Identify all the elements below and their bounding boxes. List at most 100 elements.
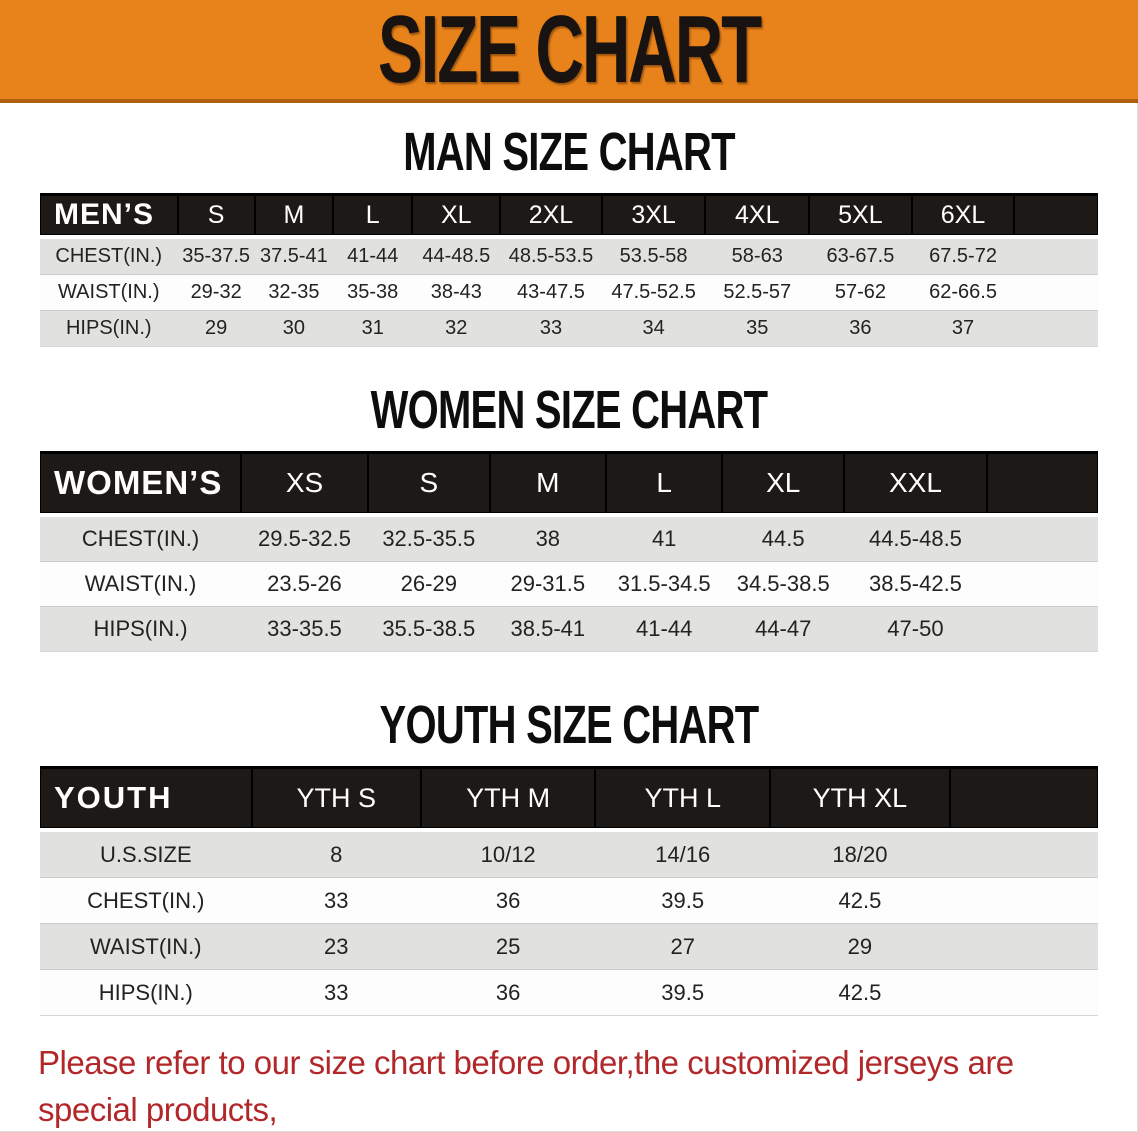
womens-table-header-row: WOMEN’S XS S M L XL XXL <box>40 451 1098 517</box>
size-chart-banner: SIZE CHART <box>0 0 1138 103</box>
youth-chest-row: CHEST(IN.) 33 36 39.5 42.5 <box>40 877 1098 924</box>
spacer-cell <box>949 969 1098 1016</box>
size-column-header: XL <box>722 451 845 517</box>
row-label: HIPS(IN.) <box>40 606 242 652</box>
youth-waist-row: WAIST(IN.) 23 25 27 29 <box>40 923 1098 970</box>
size-value: 31 <box>333 310 413 347</box>
size-value: 38.5-42.5 <box>844 561 987 607</box>
mens-waist-row: WAIST(IN.) 29-32 32-35 35-38 38-43 43-47… <box>40 274 1098 311</box>
mens-hips-row: HIPS(IN.) 29 30 31 32 33 34 35 36 37 <box>40 310 1098 347</box>
mens-size-table: MEN’S S M L XL 2XL 3XL 4XL 5XL 6XL CHEST… <box>40 193 1098 347</box>
size-value: 10/12 <box>420 829 596 878</box>
mens-table-corner-label: MEN’S <box>40 193 178 239</box>
size-value: 43-47.5 <box>500 274 602 311</box>
size-value: 35.5-38.5 <box>367 606 490 652</box>
row-label: HIPS(IN.) <box>40 310 178 347</box>
size-value: 38 <box>489 514 606 562</box>
size-column-header: M <box>254 193 334 239</box>
size-value: 44-47 <box>722 606 845 652</box>
size-value: 37 <box>911 310 1015 347</box>
women-size-chart-heading: WOMEN SIZE CHART <box>0 383 1138 437</box>
row-label: CHEST(IN.) <box>40 514 242 562</box>
spacer-cell <box>1014 274 1098 311</box>
size-column-header: YTH XL <box>769 766 950 832</box>
youth-size-chart-heading-text: YOUTH SIZE CHART <box>379 695 760 755</box>
size-value: 57-62 <box>809 274 912 311</box>
size-column-header: YTH L <box>595 766 770 832</box>
size-value: 14/16 <box>595 829 770 878</box>
size-value: 32 <box>412 310 501 347</box>
womens-table-corner-label: WOMEN’S <box>40 451 242 517</box>
size-value: 29-31.5 <box>489 561 606 607</box>
spacer-header-cell <box>1014 193 1098 239</box>
youth-size-table: YOUTH YTH S YTH M YTH L YTH XL U.S.SIZE … <box>40 766 1098 1016</box>
size-value: 52.5-57 <box>705 274 810 311</box>
size-value: 36 <box>809 310 912 347</box>
size-column-header: XXL <box>844 451 987 517</box>
size-value: 29.5-32.5 <box>241 514 368 562</box>
size-chart-banner-title: SIZE CHART <box>377 0 762 103</box>
size-value: 41-44 <box>606 606 723 652</box>
youth-size-chart-heading: YOUTH SIZE CHART <box>0 698 1138 752</box>
size-value: 42.5 <box>769 969 950 1016</box>
spacer-cell <box>986 561 1098 607</box>
size-column-header: 6XL <box>911 193 1015 239</box>
size-value: 31.5-34.5 <box>606 561 723 607</box>
size-value: 39.5 <box>595 969 770 1016</box>
size-value: 38.5-41 <box>489 606 606 652</box>
size-value: 29-32 <box>177 274 255 311</box>
size-value: 32.5-35.5 <box>367 514 490 562</box>
size-value: 33 <box>251 969 421 1016</box>
size-value: 30 <box>254 310 334 347</box>
size-column-header: S <box>177 193 255 239</box>
size-value: 36 <box>420 877 596 924</box>
row-label: CHEST(IN.) <box>40 877 252 924</box>
size-value: 29 <box>769 923 950 970</box>
size-value: 33 <box>500 310 602 347</box>
size-value: 26-29 <box>367 561 490 607</box>
spacer-cell <box>949 829 1098 878</box>
size-value: 33 <box>251 877 421 924</box>
size-value: 35-37.5 <box>177 236 255 275</box>
size-value: 44-48.5 <box>412 236 501 275</box>
row-label: HIPS(IN.) <box>40 969 252 1016</box>
size-value: 41 <box>606 514 723 562</box>
womens-hips-row: HIPS(IN.) 33-35.5 35.5-38.5 38.5-41 41-4… <box>40 606 1098 652</box>
womens-size-table: WOMEN’S XS S M L XL XXL CHEST(IN.) 29.5-… <box>40 451 1098 652</box>
row-label: WAIST(IN.) <box>40 561 242 607</box>
size-value: 34 <box>601 310 706 347</box>
spacer-cell <box>1014 236 1098 275</box>
size-value: 35-38 <box>333 274 413 311</box>
size-value: 47-50 <box>844 606 987 652</box>
size-value: 53.5-58 <box>601 236 706 275</box>
size-value: 33-35.5 <box>241 606 368 652</box>
size-value: 18/20 <box>769 829 950 878</box>
spacer-header-cell <box>986 451 1098 517</box>
size-value: 44.5 <box>722 514 845 562</box>
row-label: WAIST(IN.) <box>40 274 178 311</box>
size-value: 58-63 <box>705 236 810 275</box>
size-value: 35 <box>705 310 810 347</box>
size-column-header: 2XL <box>500 193 602 239</box>
size-value: 29 <box>177 310 255 347</box>
size-column-header: 3XL <box>601 193 706 239</box>
size-value: 48.5-53.5 <box>500 236 602 275</box>
size-column-header: YTH S <box>251 766 421 832</box>
size-value: 47.5-52.5 <box>601 274 706 311</box>
size-value: 39.5 <box>595 877 770 924</box>
row-label: WAIST(IN.) <box>40 923 252 970</box>
man-size-chart-heading-text: MAN SIZE CHART <box>403 122 735 182</box>
size-column-header: XL <box>412 193 501 239</box>
size-value: 41-44 <box>333 236 413 275</box>
women-size-chart-heading-text: WOMEN SIZE CHART <box>370 380 768 440</box>
spacer-cell <box>949 877 1098 924</box>
womens-chest-row: CHEST(IN.) 29.5-32.5 32.5-35.5 38 41 44.… <box>40 514 1098 562</box>
size-column-header: XS <box>241 451 368 517</box>
spacer-header-cell <box>949 766 1098 832</box>
size-value: 38-43 <box>412 274 501 311</box>
man-size-chart-heading: MAN SIZE CHART <box>0 125 1138 179</box>
size-column-header: 4XL <box>705 193 810 239</box>
mens-table-header-row: MEN’S S M L XL 2XL 3XL 4XL 5XL 6XL <box>40 193 1098 239</box>
size-value: 36 <box>420 969 596 1016</box>
